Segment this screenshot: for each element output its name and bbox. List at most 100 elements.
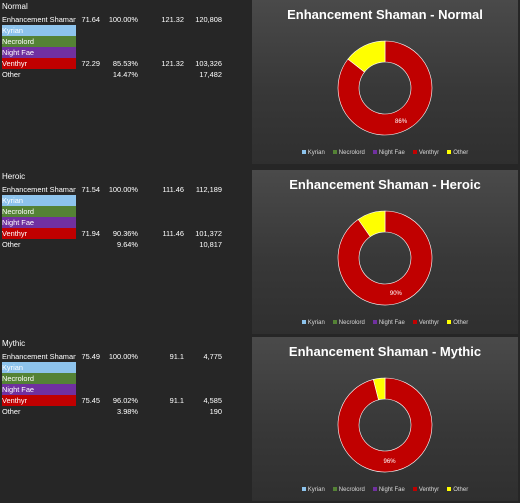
legend-swatch [301, 320, 306, 325]
legend-swatch [332, 487, 337, 492]
chart-legend: Kyrian Necrolord Night Fae Venthyr Other [252, 320, 518, 326]
row-necrolord: Necrolord [0, 36, 250, 47]
row-class-total: Enhancement Shaman 75.49 100.00% 91.1 4,775 [0, 351, 250, 362]
cell-v3: 121.32 [161, 59, 184, 68]
legend-label: Other [453, 487, 469, 493]
cell-v2: 96.02% [112, 396, 138, 405]
legend-swatch [332, 320, 337, 325]
legend-item: Necrolord [332, 487, 365, 493]
slice-venthyr [337, 210, 433, 306]
legend-label: Venthyr [418, 320, 440, 326]
donut-svg: 90% [337, 210, 433, 306]
row-other: Other 3.98% 190 [0, 406, 250, 417]
cell-v2: 100.00% [108, 185, 138, 194]
cell-v3: 121.32 [161, 15, 184, 24]
row-other: Other 9.64% 10,817 [0, 239, 250, 250]
cell-v1: 71.54 [81, 185, 101, 194]
row-name: Venthyr [2, 58, 76, 69]
row-name: Night Fae [2, 47, 76, 58]
legend-label: Night Fae [378, 320, 405, 326]
cell-v3: 91.1 [169, 352, 184, 361]
chart-legend: Kyrian Necrolord Night Fae Venthyr Other [252, 487, 518, 493]
slice-other [373, 377, 386, 401]
row-name: Enhancement Shaman [2, 15, 76, 24]
row-venthyr: Venthyr 72.29 85.53% 121.32 103,326 [0, 58, 250, 69]
row-kyrian: Kyrian [0, 195, 250, 206]
row-name: Enhancement Shaman [2, 352, 76, 361]
cell-v2: 3.98% [117, 407, 138, 416]
cell-v2: 100.00% [108, 352, 138, 361]
legend-item: Night Fae [372, 320, 405, 326]
chart-legend: Kyrian Necrolord Night Fae Venthyr Other [252, 150, 518, 156]
legend-item: Other [447, 150, 468, 156]
cell-v2: 14.47% [112, 70, 138, 79]
cell-v1: 71.64 [81, 15, 101, 24]
cell-v1: 71.94 [81, 229, 101, 238]
legend-item: Kyrian [301, 150, 325, 156]
legend-item: Night Fae [372, 150, 405, 156]
data-label: 90% [390, 291, 403, 297]
legend-swatch [372, 320, 377, 325]
difficulty-label: Mythic [2, 339, 26, 348]
cell-v1: 75.49 [81, 352, 101, 361]
legend-item: Kyrian [301, 487, 325, 493]
cell-v1: 75.45 [81, 396, 101, 405]
row-name: Necrolord [2, 36, 76, 47]
row-night-fae: Night Fae [0, 217, 250, 228]
donut-chart: Enhancement Shaman - Mythic 96% Kyrian Necr… [252, 337, 518, 501]
row-kyrian: Kyrian [0, 362, 250, 373]
cell-v1: 72.29 [81, 59, 101, 68]
cell-v4: 4,775 [203, 352, 223, 361]
row-name: Night Fae [2, 217, 76, 228]
row-name: Kyrian [2, 195, 76, 206]
chart-title: Enhancement Shaman - Mythic [288, 344, 482, 359]
legend-item: Night Fae [372, 487, 405, 493]
legend-swatch [447, 487, 452, 492]
slice-venthyr [337, 40, 433, 136]
slice-other [347, 40, 386, 73]
row-name: Venthyr [2, 228, 76, 239]
cell-v4: 120,808 [195, 15, 222, 24]
legend-label: Kyrian [307, 487, 325, 493]
cell-v4: 4,585 [203, 396, 223, 405]
difficulty-label: Normal [2, 2, 28, 11]
row-name: Enhancement Shaman [2, 185, 76, 194]
row-kyrian: Kyrian [0, 25, 250, 36]
cell-v2: 9.64% [117, 240, 138, 249]
row-class-total: Enhancement Shaman 71.64 100.00% 121.32 120,… [0, 14, 250, 25]
legend-label: Other [453, 150, 469, 156]
donut-svg: 86% [337, 40, 433, 136]
legend-label: Necrolord [338, 320, 365, 326]
row-class-total: Enhancement Shaman 71.54 100.00% 111.46 112,… [0, 184, 250, 195]
cell-v3: 91.1 [169, 396, 184, 405]
data-label: 86% [395, 119, 408, 125]
cell-v4: 190 [209, 407, 222, 416]
legend-swatch [447, 320, 452, 325]
row-name: Kyrian [2, 25, 76, 36]
row-name: Other [2, 70, 21, 79]
legend-item: Necrolord [332, 320, 365, 326]
legend-label: Night Fae [378, 150, 405, 156]
row-night-fae: Night Fae [0, 384, 250, 395]
legend-swatch [372, 487, 377, 492]
legend-swatch [301, 487, 306, 492]
legend-swatch [301, 150, 306, 155]
slice-other [357, 210, 386, 238]
legend-item: Kyrian [301, 320, 325, 326]
cell-v4: 103,326 [195, 59, 222, 68]
legend-label: Necrolord [338, 150, 365, 156]
legend-item: Other [447, 487, 468, 493]
cell-v4: 17,482 [199, 70, 222, 79]
section-normal: Normal Enhancement Shaman 71.64 100.00% 121.… [0, 0, 520, 166]
section-mythic: Mythic Enhancement Shaman 75.49 100.00% 91.1… [0, 337, 520, 503]
chart-title: Enhancement Shaman - Heroic [289, 177, 481, 192]
legend-swatch [412, 487, 417, 492]
legend-swatch [412, 150, 417, 155]
row-other: Other 14.47% 17,482 [0, 69, 250, 80]
cell-v4: 10,817 [199, 240, 222, 249]
cell-v2: 85.53% [112, 59, 138, 68]
legend-item: Venthyr [412, 487, 439, 493]
cell-v2: 100.00% [108, 15, 138, 24]
row-name: Venthyr [2, 395, 76, 406]
legend-label: Kyrian [307, 150, 325, 156]
